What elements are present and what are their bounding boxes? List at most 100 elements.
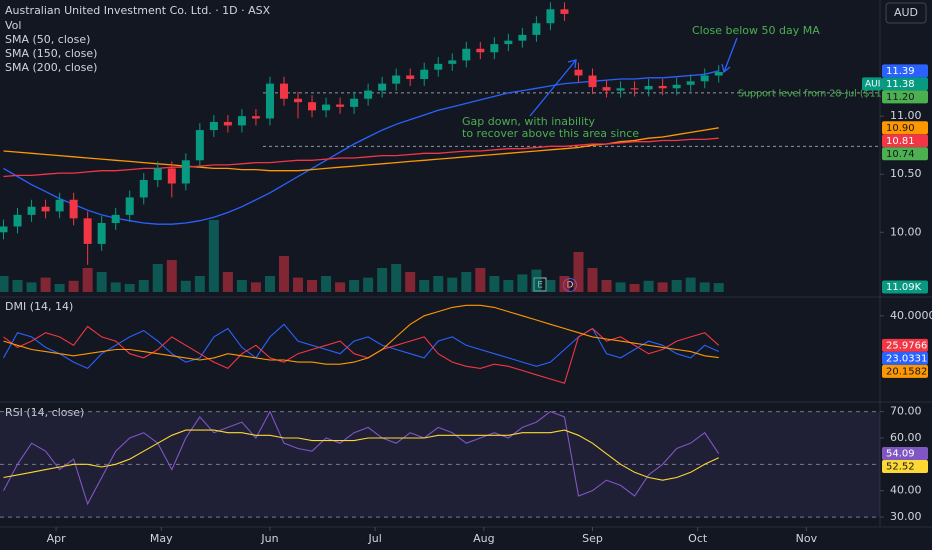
volume-bar [377, 268, 388, 292]
candle-body [125, 197, 134, 215]
candle-body [294, 98, 303, 103]
price-label: 52.52 [886, 462, 915, 473]
volume-bar [629, 284, 640, 292]
volume-bar [96, 272, 107, 292]
candle-body [209, 121, 218, 131]
candle-body [644, 85, 653, 90]
chart-title: Australian United Investment Co. Ltd. · … [5, 4, 271, 17]
arrow-head [721, 63, 731, 74]
volume-bar [124, 284, 135, 292]
price-label: 11.09K [886, 282, 922, 293]
annotation-text: to recover above this area since [462, 127, 639, 140]
candle-body [448, 60, 457, 64]
candle-body [350, 98, 359, 107]
volume-bar [54, 284, 65, 292]
price-label: 10.81 [886, 136, 915, 147]
price-label: 10.74 [886, 149, 915, 160]
candle-body [322, 104, 331, 111]
candle-body [518, 34, 527, 41]
candle-body [532, 23, 541, 35]
price-label-box [882, 447, 928, 461]
candle-body [153, 168, 162, 181]
price-label-box [882, 64, 928, 78]
volume-bar [68, 280, 79, 292]
y-tick-label: 70.00 [890, 405, 922, 418]
price-label: 20.1582 [886, 366, 927, 377]
price-label: 11.39 [886, 66, 915, 77]
volume-bar [531, 269, 542, 292]
pane-title: RSI (14, close) [5, 406, 84, 419]
volume-bar [110, 282, 121, 292]
x-tick-label: Nov [796, 532, 818, 545]
price-label-box [882, 460, 928, 474]
volume-bar [194, 276, 205, 292]
candle-body [364, 90, 373, 99]
indicator-line [3, 410, 720, 506]
candle-body [602, 87, 611, 91]
symbol-box [862, 77, 882, 91]
volume-bar [12, 280, 23, 292]
price-label-box [882, 338, 928, 352]
volume-bar [545, 280, 556, 292]
annotation-text: Close below 50 day MA [692, 24, 820, 37]
candle-body [308, 102, 317, 111]
candle-body [69, 199, 78, 219]
candle-body [560, 9, 569, 14]
price-label-box [882, 351, 928, 365]
y-tick-label: 10.50 [890, 167, 922, 180]
currency-button[interactable] [885, 2, 927, 24]
candle-body [420, 69, 429, 79]
currency-label: AUD [894, 6, 918, 19]
candle-body [504, 40, 513, 45]
volume-bar [573, 252, 584, 292]
candle-body [83, 218, 92, 244]
candle-body [139, 180, 148, 198]
annotation-arrows [529, 37, 738, 117]
x-tick-label: Aug [473, 532, 494, 545]
price-label-box [882, 90, 928, 104]
volume-bar [615, 282, 626, 292]
indicator-line [3, 304, 719, 365]
event-label: D [567, 281, 574, 291]
candle-body [546, 9, 555, 24]
volume-bar [335, 282, 346, 292]
volume-bar [349, 280, 360, 292]
indicator-line [3, 137, 719, 178]
candle-body [392, 75, 401, 84]
volume-bar [250, 282, 261, 292]
volume-bar [475, 268, 486, 292]
candle-body [251, 116, 260, 119]
candle-body [588, 75, 597, 88]
arrow-head [567, 59, 577, 69]
candle-body [406, 75, 415, 79]
x-tick-label: Oct [688, 532, 708, 545]
candle-body [111, 214, 120, 223]
candle-body [630, 88, 639, 90]
volume-bar [307, 280, 318, 292]
x-tick-label: Jun [260, 532, 278, 545]
volume-bar [713, 283, 724, 292]
candle-body [490, 44, 499, 53]
volume-bar [278, 256, 289, 292]
volume-bar [166, 260, 177, 292]
candle-body [195, 130, 204, 161]
level-text: Support level from 28-Jul ($11.20) [738, 88, 901, 99]
volume-bar [138, 280, 149, 292]
indicator-line [3, 70, 719, 225]
price-label-box [882, 280, 928, 294]
legend-sma: SMA (150, close) [5, 47, 97, 60]
volume-bar [264, 276, 275, 292]
volume-bar [363, 277, 374, 292]
volume-bar [405, 272, 416, 292]
candle-body [167, 168, 176, 184]
candle-body [336, 104, 345, 107]
price-label: 11.20 [886, 92, 915, 103]
price-label-box [882, 77, 928, 91]
x-tick-label: Sep [582, 532, 603, 545]
x-tick-label: Apr [47, 532, 67, 545]
volume-bar [587, 268, 598, 292]
volume-bar [40, 277, 51, 292]
candle-body [41, 206, 50, 212]
